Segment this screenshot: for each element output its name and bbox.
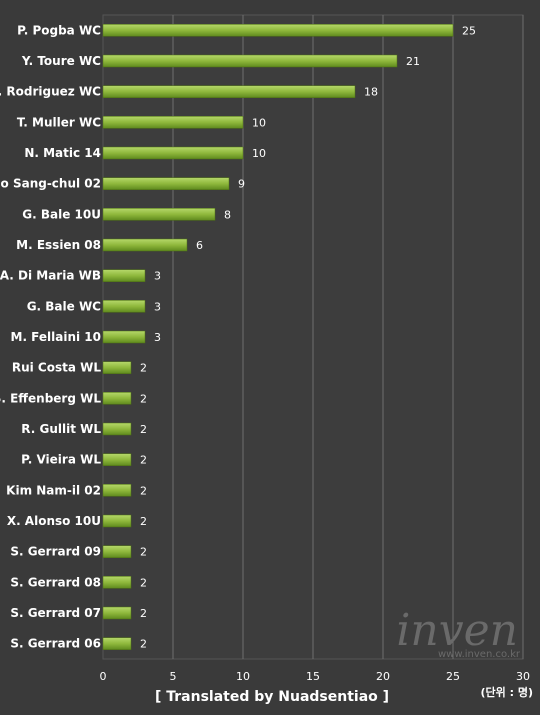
value-label: 3 bbox=[154, 300, 161, 313]
x-tick-label: 10 bbox=[236, 670, 250, 683]
watermark-brand: inven bbox=[396, 605, 518, 656]
category-label: S. Gerrard 07 bbox=[10, 606, 101, 620]
category-label: M. Fellaini 10 bbox=[11, 330, 102, 344]
category-label: G. Bale 10U bbox=[22, 207, 101, 221]
x-tick-label: 30 bbox=[516, 670, 530, 683]
bar bbox=[102, 300, 146, 313]
bar bbox=[102, 576, 132, 589]
bar bbox=[102, 361, 132, 374]
bars bbox=[102, 24, 454, 650]
value-label: 21 bbox=[406, 55, 420, 68]
category-label: P. Vieira WL bbox=[21, 453, 101, 467]
category-label: Rui Costa WL bbox=[12, 361, 102, 375]
category-label: Yoo Sang-chul 02 bbox=[0, 177, 101, 191]
bar bbox=[102, 208, 216, 221]
bar bbox=[102, 238, 188, 252]
value-labels: 25 21 18 10 10 9 8 6 3 3 3 2 2 2 2 2 2 2 2 2 2 bbox=[140, 24, 476, 650]
bar bbox=[102, 269, 146, 282]
category-label: X. Alonso 10U bbox=[7, 514, 101, 528]
value-label: 2 bbox=[140, 392, 147, 405]
bar bbox=[102, 422, 132, 436]
value-label: 2 bbox=[140, 484, 147, 497]
category-label: P. Pogba WC bbox=[17, 23, 101, 37]
category-label: N. Matic 14 bbox=[24, 146, 101, 160]
value-label: 2 bbox=[140, 638, 147, 651]
bar bbox=[102, 484, 132, 497]
value-label: 25 bbox=[462, 24, 476, 37]
category-label: J. Rodriguez WC bbox=[0, 85, 101, 99]
category-label: S. Gerrard 09 bbox=[10, 545, 101, 559]
value-label: 3 bbox=[154, 270, 161, 283]
x-tick-label: 25 bbox=[446, 670, 460, 683]
category-label: R. Gullit WL bbox=[21, 422, 101, 436]
value-label: 2 bbox=[140, 362, 147, 375]
value-label: 8 bbox=[224, 208, 231, 221]
value-label: 9 bbox=[238, 178, 245, 191]
value-label: 2 bbox=[140, 454, 147, 467]
inven-watermark: inven www.inven.co.kr bbox=[396, 605, 521, 660]
category-label: A. Di Maria WB bbox=[0, 269, 101, 283]
bar bbox=[102, 116, 244, 129]
value-label: 10 bbox=[252, 147, 266, 160]
bar bbox=[102, 24, 454, 37]
bar bbox=[102, 177, 230, 190]
value-label: 2 bbox=[140, 546, 147, 559]
category-label: S. Gerrard 08 bbox=[10, 575, 101, 589]
bar bbox=[102, 514, 132, 528]
value-label: 10 bbox=[252, 116, 266, 129]
bar bbox=[102, 146, 244, 160]
category-label: S. Gerrard 06 bbox=[10, 637, 101, 651]
category-label: M. Essien 08 bbox=[16, 238, 101, 252]
x-axis-label: [ Translated by Nuadsentiao ] bbox=[155, 689, 389, 705]
value-label: 2 bbox=[140, 515, 147, 528]
unit-label: (단위 : 명) bbox=[481, 685, 533, 699]
x-tick-labels: 0 5 10 15 20 25 30 bbox=[100, 670, 531, 683]
x-tick-label: 0 bbox=[100, 670, 107, 683]
value-label: 18 bbox=[364, 86, 378, 99]
x-tick-label: 5 bbox=[170, 670, 177, 683]
category-label: S. Effenberg WL bbox=[0, 391, 101, 405]
watermark-url: www.inven.co.kr bbox=[438, 649, 521, 660]
category-label: Y. Toure WC bbox=[21, 54, 101, 68]
value-label: 3 bbox=[154, 331, 161, 344]
x-tick-label: 20 bbox=[376, 670, 390, 683]
bar bbox=[102, 85, 356, 98]
bar bbox=[102, 453, 132, 466]
value-label: 2 bbox=[140, 576, 147, 589]
category-label: Kim Nam-il 02 bbox=[6, 483, 101, 497]
value-label: 2 bbox=[140, 607, 147, 620]
category-labels: P. Pogba WC Y. Toure WC J. Rodriguez WC T. … bbox=[0, 23, 101, 650]
bar bbox=[102, 637, 132, 650]
value-label: 6 bbox=[196, 239, 203, 252]
bar bbox=[102, 606, 132, 620]
bar bbox=[102, 54, 398, 68]
category-label: G. Bale WC bbox=[27, 299, 101, 313]
bar bbox=[102, 392, 132, 405]
category-label: T. Muller WC bbox=[17, 115, 101, 129]
x-tick-label: 15 bbox=[306, 670, 320, 683]
bar bbox=[102, 330, 146, 344]
value-label: 2 bbox=[140, 423, 147, 436]
bar bbox=[102, 545, 132, 558]
